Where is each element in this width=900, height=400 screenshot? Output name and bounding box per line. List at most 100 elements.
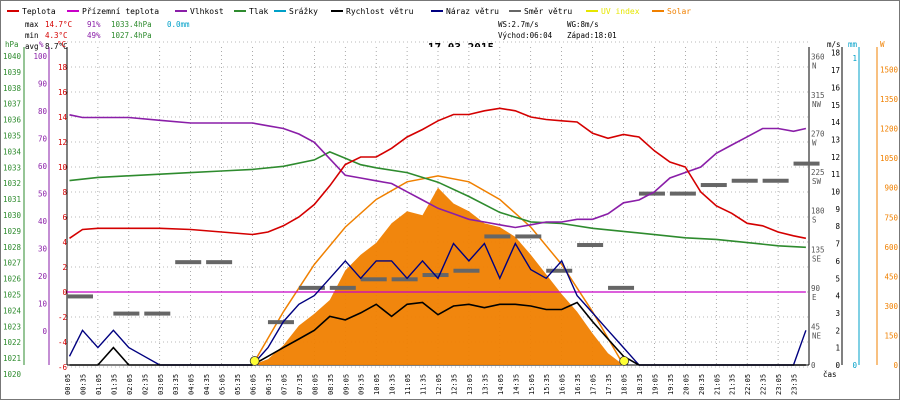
pressure-tick-label: 1021 [3,354,21,363]
solar-tick-label: 300 [884,302,898,311]
wind-axis-unit: m/s [827,40,841,49]
temperature-tick-label: 6 [62,213,67,222]
time-tick-label: 13:05 [466,374,474,395]
wind-speed-tick-label: 2 [835,326,840,335]
legend-label: Náraz větru [446,7,499,16]
wind-direction-mark [175,260,202,265]
rain-tick-label: 1 [852,54,857,63]
stats-avg-temp: 8.7°C [45,42,68,51]
temperature-tick-label: 2 [62,263,67,272]
wind-compass-label: S [812,216,817,225]
stats-wind-speed: WS:2.7m/s [498,20,539,29]
wind-direction-tick-label: 0 [811,361,816,370]
time-tick-label: 15:35 [543,374,551,395]
wind-direction-mark [206,260,233,265]
wind-direction-tick-label: 90 [811,284,821,293]
time-tick-label: 02:05 [126,374,134,395]
sunset-marker [619,356,630,366]
temperature-tick-label: 0 [62,288,67,297]
time-tick-label: 12:35 [450,374,458,395]
time-tick-label: 04:35 [203,374,211,395]
time-tick-label: 12:05 [435,374,443,395]
time-tick-label: 16:35 [574,374,582,395]
solar-tick-label: 450 [884,272,898,281]
time-tick-label: 13:35 [481,374,489,395]
wind-direction-tick-label: 270 [811,130,825,139]
humidity-tick-label: 0 [42,327,47,336]
humidity-tick-label: 100 [33,52,47,61]
wind-direction-mark [484,234,511,239]
wind-direction-mark [731,178,758,183]
wind-speed-tick-label: 12 [831,153,840,162]
wind-speed-tick-label: 14 [831,118,841,127]
solar-tick-label: 1200 [880,125,899,134]
pressure-tick-label: 1038 [3,84,22,93]
wind-compass-label: NW [812,100,822,109]
time-tick-label: 01:35 [110,374,118,395]
pressure-tick-label: 1033 [3,163,21,172]
rain-tick-label: 0 [852,361,857,370]
wind-direction-mark [793,161,820,166]
temperature-tick-label: 8 [62,188,67,197]
pressure-tick-label: 1024 [3,306,22,315]
stats-min-humidity: 49% [87,31,101,40]
wind-direction-mark [577,243,604,248]
solar-tick-label: 1500 [880,66,899,75]
humidity-tick-label: 20 [38,272,48,281]
time-tick-label: 19:05 [651,374,659,395]
time-tick-label: 17:35 [605,374,613,395]
stats-max-temp: 14.7°C [45,20,72,29]
time-tick-label: 18:05 [621,374,629,395]
pressure-tick-label: 1040 [3,52,22,61]
time-tick-label: 08:35 [327,374,335,395]
legend-label: Srážky [289,7,318,16]
solar-tick-label: 900 [884,184,898,193]
wind-speed-tick-label: 13 [831,135,840,144]
solar-theoretical-line [251,175,625,366]
solar-tick-label: 1050 [880,154,899,163]
humidity-axis-unit: % [39,40,44,49]
time-tick-label: 20:35 [698,374,706,395]
stats-max-humidity: 91% [87,20,101,29]
wind-direction-mark [453,268,480,273]
humidity-tick-label: 10 [38,300,48,309]
time-tick-label: 11:05 [404,374,412,395]
temperature-axis-unit: °C [57,40,66,49]
time-tick-label: 14:35 [512,374,520,395]
wind-compass-label: SE [812,254,822,263]
wind-direction-mark [67,294,93,299]
time-tick-label: 15:05 [528,374,536,395]
wind-direction-tick-label: 225 [811,168,825,177]
time-tick-label: 22:35 [760,374,768,395]
time-axis-unit: čas [823,370,837,379]
temperature-tick-label: 14 [58,113,68,122]
wind-speed-tick-label: 17 [831,66,840,75]
wind-speed-tick-label: 4 [835,292,840,301]
pressure-tick-label: 1036 [3,116,22,125]
pressure-tick-label: 1032 [3,179,21,188]
time-tick-label: 00:35 [79,374,87,395]
humidity-line [69,114,807,229]
wind-direction-mark [329,285,356,290]
time-tick-label: 09:35 [358,374,366,395]
wind-direction-mark [669,191,696,196]
temperature-tick-label: 12 [58,138,67,147]
wind-speed-tick-label: 6 [835,257,840,266]
wind-compass-label: NE [812,331,822,340]
solar-axis-unit: W [880,40,885,49]
stats-min-label: min [25,31,39,40]
time-tick-label: 05:35 [234,374,242,395]
wind-speed-tick-label: 5 [835,274,840,283]
time-tick-label: 08:05 [311,374,319,395]
wind-direction-tick-label: 180 [811,207,825,216]
stats-sunrise: Východ:06:04 [498,31,553,40]
temperature-tick-label: -6 [58,363,68,372]
stats-sunset: Západ:18:01 [567,31,617,40]
stats-min-temp: 4.3°C [45,31,68,40]
pressure-tick-label: 1035 [3,132,21,141]
time-tick-label: 21:35 [729,374,737,395]
pressure-tick-label: 1039 [3,68,21,77]
pressure-tick-label: 1025 [3,291,21,300]
wind-direction-tick-label: 360 [811,52,825,61]
